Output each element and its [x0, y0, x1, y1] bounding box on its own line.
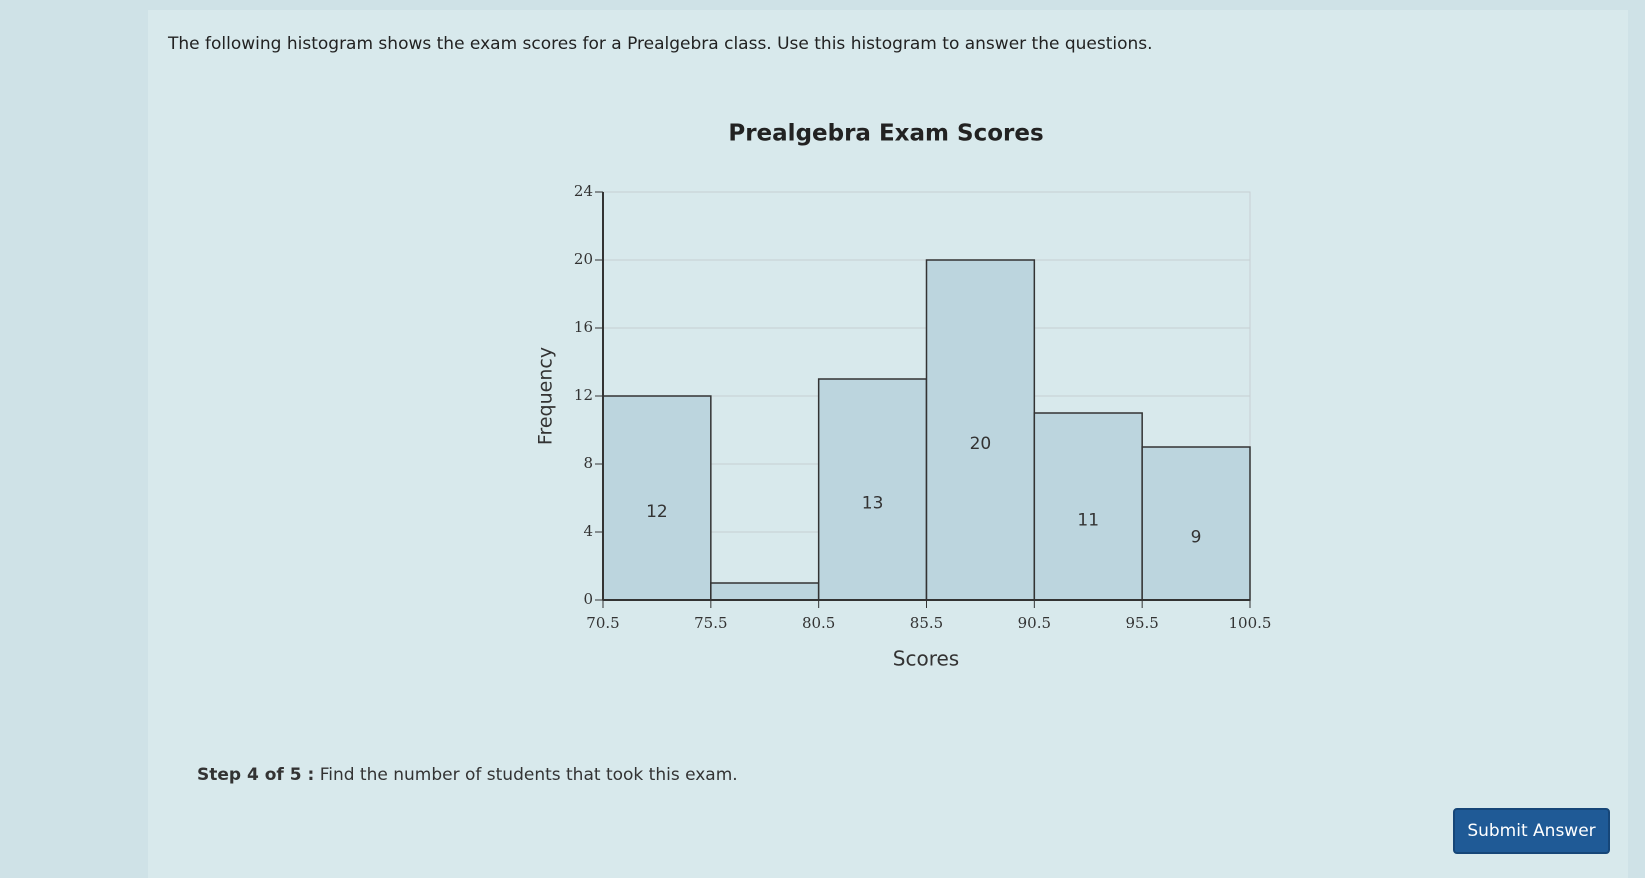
y-tick-label: 0 — [583, 590, 593, 608]
y-tick-label: 24 — [574, 182, 593, 200]
step-text: Step 4 of 5 : Find the number of student… — [197, 765, 738, 785]
x-tick-label: 100.5 — [1229, 614, 1272, 632]
y-tick-label: 20 — [574, 250, 593, 268]
data-label: 12 — [646, 502, 668, 522]
y-tick-label: 8 — [583, 454, 593, 472]
x-tick-label: 75.5 — [694, 614, 727, 632]
step-label: Step 4 of 5 : — [197, 765, 315, 785]
bar — [1141, 446, 1251, 601]
step-question: Find the number of students that took th… — [319, 765, 738, 785]
chart-title: Prealgebra Exam Scores — [728, 121, 1043, 147]
x-tick-label: 85.5 — [910, 614, 943, 632]
x-tick-label: 80.5 — [802, 614, 835, 632]
x-tick-label: 90.5 — [1018, 614, 1051, 632]
x-axis-label: Scores — [893, 647, 959, 671]
bar — [817, 378, 928, 601]
x-tick-label: 70.5 — [586, 614, 619, 632]
data-label: 11 — [1077, 511, 1099, 531]
data-label: 9 — [1191, 528, 1202, 548]
y-axis-label: Frequency — [535, 347, 557, 445]
submit-button[interactable]: Submit Answer — [1453, 808, 1610, 854]
data-label: 13 — [862, 494, 884, 514]
bar — [710, 582, 820, 601]
bar — [1033, 412, 1143, 601]
x-tick-label: 95.5 — [1125, 614, 1158, 632]
prompt: The following histogram shows the exam s… — [168, 34, 1153, 54]
data-label: 20 — [970, 434, 992, 454]
y-tick-label: 16 — [574, 318, 593, 336]
chart: Prealgebra Exam Scores Scores Frequency … — [535, 121, 1272, 671]
y-tick-label: 4 — [583, 522, 593, 540]
y-tick-label: 12 — [574, 386, 593, 404]
bar — [925, 259, 1036, 601]
bar — [602, 395, 712, 601]
